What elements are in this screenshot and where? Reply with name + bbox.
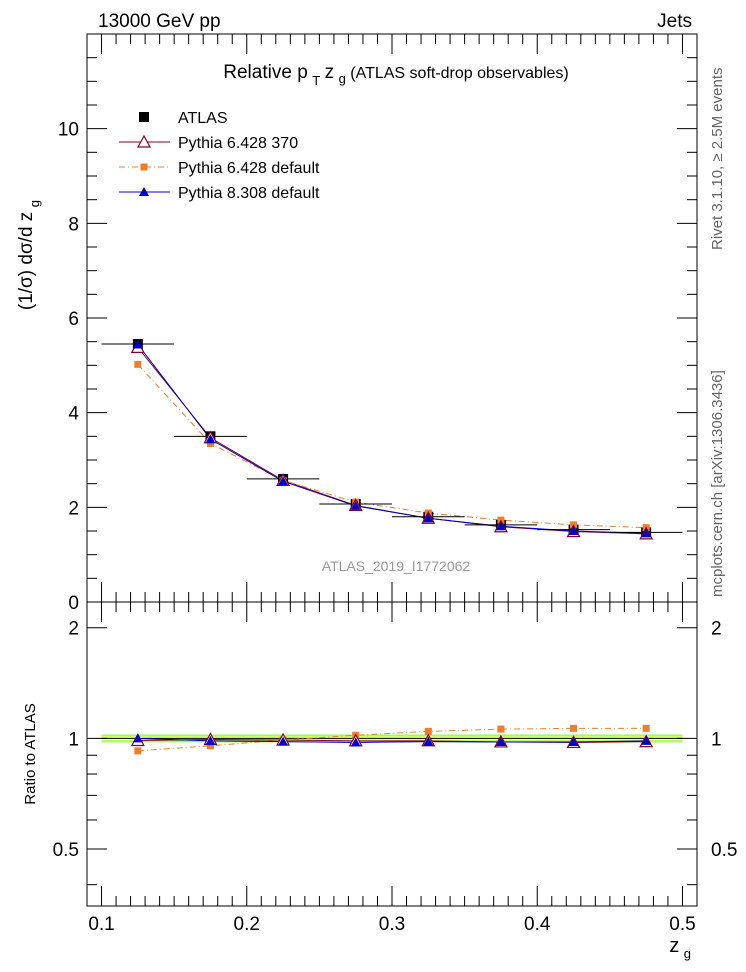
line-p8_def <box>137 344 647 534</box>
ratio-y-tick-label: 0.5 <box>53 840 79 861</box>
legend-label: Pythia 6.428 370 <box>178 135 298 152</box>
legend-marker <box>139 112 149 122</box>
legend-item-p6_370: Pythia 6.428 370 <box>119 134 298 152</box>
ratio-y-tick-label-right: 0.5 <box>711 840 737 861</box>
header-right: Jets <box>657 11 692 32</box>
x-tick-label: 0.4 <box>524 914 551 935</box>
line-p6_def <box>137 364 647 529</box>
ratio-plot-frame <box>86 601 698 907</box>
title-prefix: Relative p <box>223 62 308 83</box>
legend-item-atlas: ATLAS <box>139 110 228 127</box>
title-sub-t: T <box>312 73 320 88</box>
ratio-point-p6_def <box>206 742 214 750</box>
ratio-point-p8_def <box>568 736 579 746</box>
point-p8_def <box>568 526 579 535</box>
x-tick-label: 0.1 <box>88 914 114 935</box>
point-p8_def <box>641 528 652 538</box>
x-tick-label: 0.5 <box>669 914 695 935</box>
main-plot-data <box>101 339 683 540</box>
ratio-y-tick-label-right: 1 <box>711 729 722 750</box>
title-sub-g: g <box>339 71 346 86</box>
ratio-axes: 0.5 0.5 1 1 2 2 0.1 0.2 0.3 0.4 0.5 <box>53 602 737 935</box>
rivet-label: Rivet 3.1.10, ≥ 2.5M events <box>709 68 726 251</box>
main-title: Relative p T z g (ATLAS soft-drop observ… <box>223 62 568 89</box>
ratio-y-tick-label-right: 2 <box>711 619 722 640</box>
main-y-tick-label: 2 <box>68 498 79 519</box>
main-y-tick-label: 10 <box>58 120 79 141</box>
ratio-line-p8_def <box>137 737 647 743</box>
legend-item-p6_def: Pythia 6.428 default <box>119 160 320 177</box>
point-p8_def <box>132 339 143 349</box>
main-y-tick-label: 6 <box>68 309 79 330</box>
ratio-y-tick-label: 1 <box>68 729 79 750</box>
main-y-label: (1/σ) dσ/d z g <box>16 200 42 310</box>
ratio-y-tick-label: 2 <box>68 619 79 640</box>
main-y-label-main: (1/σ) dσ/d z <box>16 212 37 310</box>
legend: ATLAS Pythia 6.428 370 Pythia 6.428 defaul… <box>119 110 320 202</box>
point-p8_def <box>205 434 216 444</box>
ratio-point-p8_def <box>641 735 652 745</box>
x-tick-label: 0.3 <box>379 914 405 935</box>
title-mid: z <box>325 62 335 83</box>
ratio-point-p6_def <box>570 724 578 732</box>
ratio-y-label: Ratio to ATLAS <box>22 703 39 804</box>
main-y-label-sub: g <box>27 200 42 207</box>
x-axis-label-sub: g <box>684 946 691 961</box>
ratio-point-p8_def <box>278 736 289 746</box>
legend-marker <box>140 163 148 171</box>
legend-item-p8_def: Pythia 8.308 default <box>119 185 320 202</box>
point-p8_def <box>495 521 506 531</box>
ratio-point-p8_def <box>495 736 506 746</box>
main-y-tick-label: 8 <box>68 214 79 235</box>
ratio-point-p6_def <box>134 747 142 755</box>
mcplots-label: mcplots.cern.ch [arXiv:1306.3436] <box>709 370 726 597</box>
ratio-point-p8_def <box>423 736 434 746</box>
ratio-point-p8_def <box>205 735 216 745</box>
ratio-point-p8_def <box>350 737 361 747</box>
ratio-point-p8_def <box>132 733 143 743</box>
main-y-tick-label: 0 <box>68 593 79 614</box>
ratio-point-p6_def <box>642 724 650 732</box>
legend-label: Pythia 8.308 default <box>178 185 320 202</box>
legend-label: Pythia 6.428 default <box>178 160 320 177</box>
legend-marker <box>136 134 152 148</box>
x-tick-label: 0.2 <box>234 914 260 935</box>
x-axis-label: z g <box>669 935 691 961</box>
ratio-point-p6_def <box>424 727 432 735</box>
x-axis-label-main: z <box>669 935 679 957</box>
legend-label: ATLAS <box>178 110 228 127</box>
point-p8_def <box>278 476 289 486</box>
point-p6_def <box>206 439 214 447</box>
legend-marker <box>139 187 149 196</box>
ratio-point-p6_def <box>497 725 505 733</box>
ratio-plot-data <box>101 724 683 755</box>
analysis-watermark: ATLAS_2019_I1772062 <box>322 558 471 574</box>
title-suffix: (ATLAS soft-drop observables) <box>350 65 568 82</box>
main-axes: 0 2 4 6 8 10 <box>58 34 698 614</box>
point-p8_def <box>350 500 361 510</box>
point-p6_def <box>134 360 142 368</box>
main-y-tick-label: 4 <box>68 404 79 425</box>
header-left: 13000 GeV pp <box>98 11 221 32</box>
point-p8_def <box>423 513 434 523</box>
